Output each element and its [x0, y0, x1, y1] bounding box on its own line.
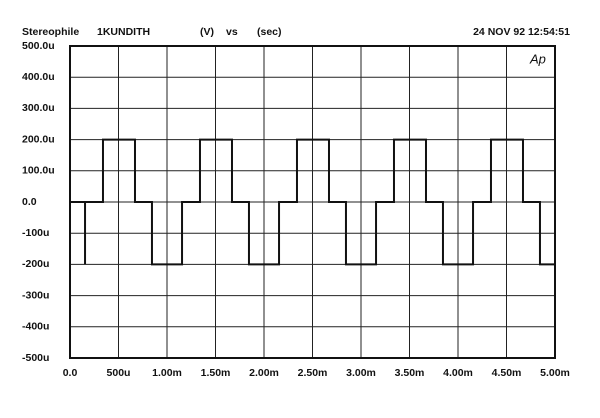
chart-subtitle: 1KUNDITH — [97, 26, 150, 38]
y-tick-label: -200u — [22, 258, 49, 270]
x-tick-label: 4.50m — [492, 367, 522, 379]
x-tick-label: 3.50m — [395, 367, 425, 379]
x-tick-label: 1.00m — [152, 367, 182, 379]
y-tick-label: 300.0u — [22, 102, 55, 114]
chart-title: Stereophile — [22, 26, 79, 38]
x-tick-label: 5.00m — [540, 367, 570, 379]
y-tick-label: 100.0u — [22, 165, 55, 177]
timestamp: 24 NOV 92 12:54:51 — [473, 26, 570, 38]
y-axis-label: (V) — [200, 26, 214, 38]
x-tick-label: 2.50m — [298, 367, 328, 379]
trace — [70, 138, 555, 266]
x-tick-label: 500u — [107, 367, 131, 379]
logo: Ap — [529, 51, 546, 66]
y-tick-label: 400.0u — [22, 71, 55, 83]
y-tick-label: -300u — [22, 289, 49, 301]
x-tick-label: 0.0 — [63, 367, 78, 379]
y-tick-label: -400u — [22, 321, 49, 333]
x-tick-label: 4.00m — [443, 367, 473, 379]
x-axis-label: (sec) — [257, 26, 282, 38]
y-tick-label: -100u — [22, 227, 49, 239]
vs-label: vs — [226, 26, 238, 38]
x-tick-label: 1.50m — [201, 367, 231, 379]
x-tick-label: 2.00m — [249, 367, 279, 379]
y-tick-label: 0.0 — [22, 196, 37, 208]
y-tick-label: 200.0u — [22, 133, 55, 145]
y-tick-label: 500.0u — [22, 40, 55, 52]
x-tick-label: 3.00m — [346, 367, 376, 379]
y-tick-label: -500u — [22, 352, 49, 364]
